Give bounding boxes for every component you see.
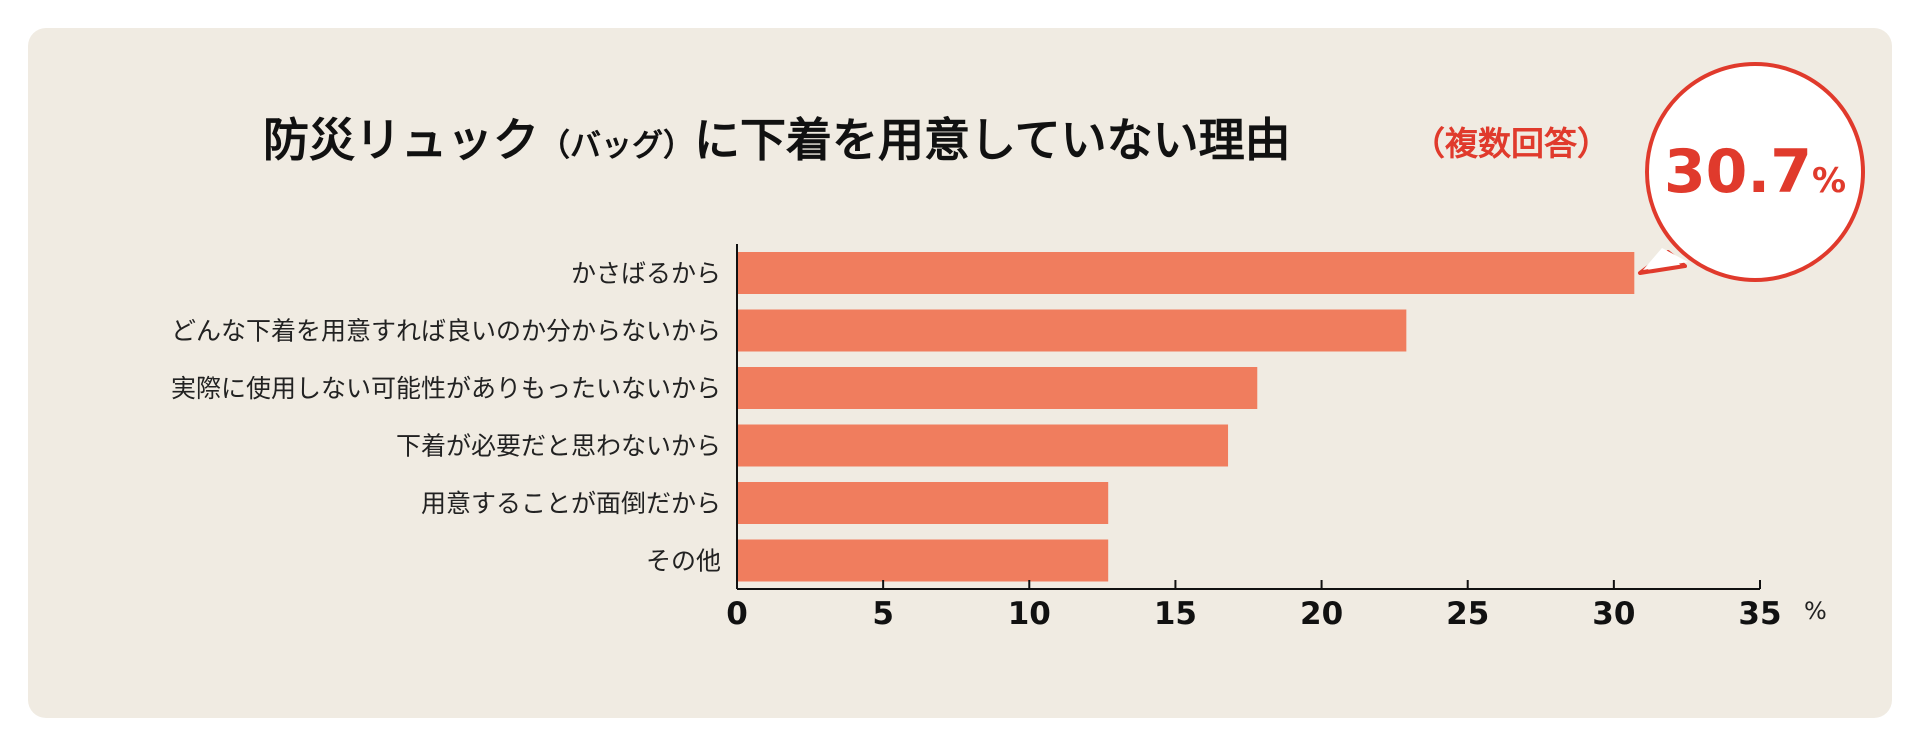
callout-bubble: 30.7%: [1638, 62, 1865, 282]
category-label-3: 実際に使用しない可能性がありもったいないから: [171, 374, 721, 403]
bar-3: [737, 367, 1258, 409]
bar-1: [737, 252, 1635, 294]
bar-4: [737, 424, 1229, 467]
chart-subtitle: （複数回答）: [1412, 124, 1610, 163]
x-tick-label-20: 20: [1300, 596, 1343, 632]
x-ticks: 0 5 10 15 20 25 30 35: [726, 580, 1782, 632]
title-part-2: に下着を用意していない理由: [694, 113, 1291, 167]
x-tick-label-5: 5: [872, 596, 894, 632]
bar-6: [737, 539, 1109, 582]
bar-5: [737, 482, 1109, 524]
chart-title: 防災リュック（バッグ）に下着を用意していない理由: [263, 113, 1291, 167]
x-tick-label-0: 0: [726, 596, 748, 632]
category-label-5: 用意することが面倒だから: [421, 489, 721, 518]
title-part-1: 防災リュック: [263, 113, 539, 167]
bars-layer: [737, 252, 1635, 582]
category-labels: かさばるからどんな下着を用意すれば良いのか分からないから実際に使用しない可能性が…: [171, 259, 721, 576]
bar-2: [737, 309, 1407, 352]
category-label-4: 下着が必要だと思わないから: [396, 432, 721, 461]
x-tick-label-10: 10: [1008, 596, 1051, 632]
category-label-2: どんな下着を用意すれば良いのか分からないから: [171, 317, 721, 346]
x-tick-label-25: 25: [1446, 596, 1489, 632]
callout-value: 30.7%: [1664, 137, 1846, 207]
x-tick-label-35: 35: [1738, 596, 1781, 632]
callout-unit: %: [1812, 161, 1846, 201]
title-paren: （バッグ）: [539, 128, 694, 164]
category-label-1: かさばるから: [571, 259, 721, 288]
callout-number: 30.7: [1664, 137, 1812, 207]
x-tick-label-15: 15: [1154, 596, 1197, 632]
x-tick-label-30: 30: [1592, 596, 1635, 632]
category-label-6: その他: [646, 547, 721, 576]
x-axis-unit: %: [1804, 597, 1827, 625]
